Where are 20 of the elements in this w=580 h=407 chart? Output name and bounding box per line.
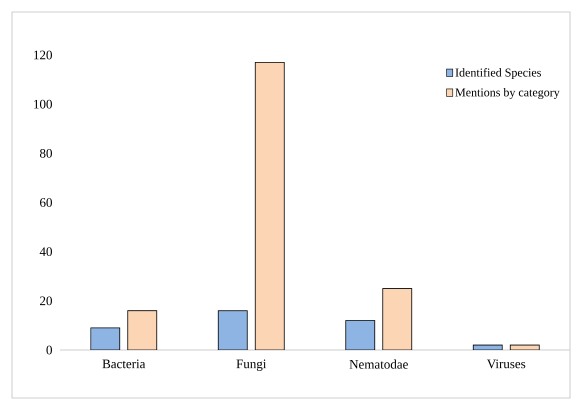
- y-tick-label: 80: [40, 148, 52, 158]
- y-tick-label: 100: [34, 100, 52, 109]
- x-tick-label: Fungi: [236, 360, 266, 371]
- y-tick-label: 40: [40, 247, 52, 256]
- y-tick-label: 20: [40, 296, 52, 306]
- bar: [382, 288, 412, 350]
- y-tick-label: 0: [46, 346, 52, 354]
- x-tick-label: Bacteria: [102, 360, 146, 368]
- x-tick-label: Viruses: [486, 360, 526, 368]
- bar: [218, 310, 248, 350]
- bar: [90, 327, 120, 350]
- legend-label: Mentions by category: [455, 88, 560, 99]
- bar: [472, 344, 503, 350]
- bar: [254, 62, 285, 350]
- bar: [127, 310, 158, 350]
- y-tick-label: 120: [34, 50, 52, 60]
- legend-label: Identified Species: [456, 68, 541, 80]
- y-tick-label: 60: [40, 198, 52, 207]
- bar: [345, 320, 376, 350]
- x-tick-label: Nematodae: [350, 360, 408, 369]
